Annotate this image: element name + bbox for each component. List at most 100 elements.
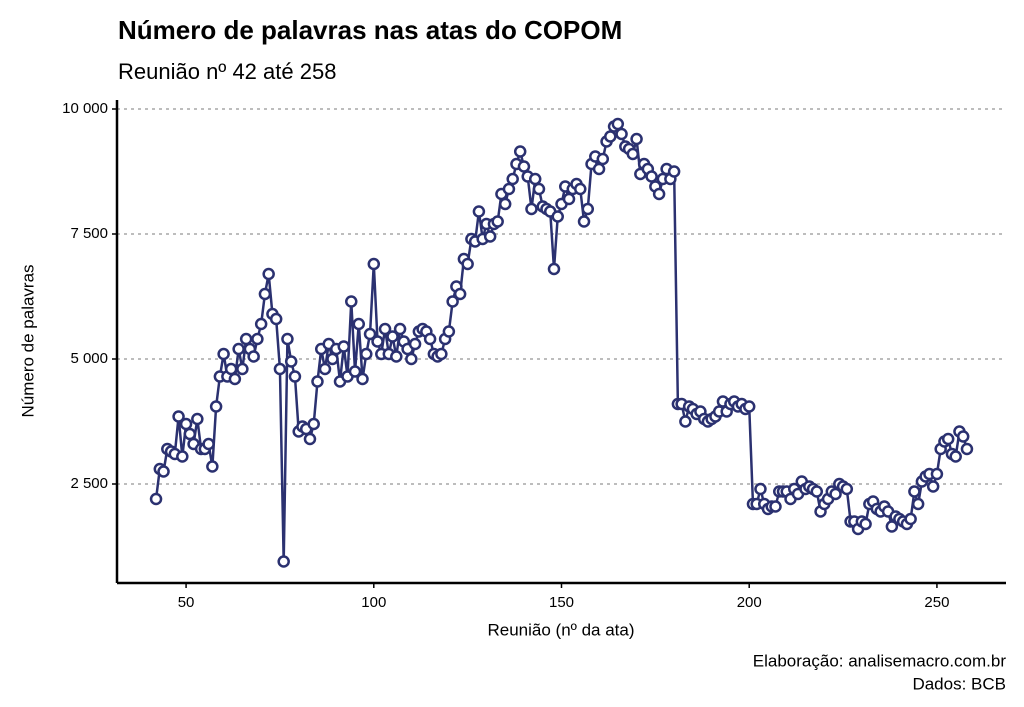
data-point (281, 332, 294, 346)
data-point (149, 492, 163, 506)
data-point (179, 417, 193, 431)
data-point (326, 352, 339, 366)
chart-subtitle: Reunião nº 42 até 258 (118, 59, 336, 84)
data-point (390, 350, 403, 363)
data-point (262, 267, 275, 281)
data-point (269, 312, 283, 326)
data-point (596, 152, 610, 166)
data-point (446, 295, 459, 308)
data-point (206, 460, 219, 473)
data-point (356, 372, 369, 386)
data-point (885, 520, 899, 533)
data-point (337, 340, 351, 353)
data-point (442, 325, 456, 338)
data-point (453, 287, 467, 301)
data-point (742, 400, 756, 413)
data-point (528, 172, 542, 186)
data-point (367, 257, 381, 271)
data-point (209, 400, 223, 413)
data-point (769, 500, 782, 513)
y-tick-label: 2 500 (70, 475, 108, 492)
data-point (904, 512, 917, 526)
data-point (461, 257, 474, 271)
data-point (513, 145, 527, 158)
data-point (224, 362, 238, 376)
data-point (574, 182, 587, 196)
data-point (273, 362, 287, 376)
data-point (483, 230, 497, 243)
data-point (405, 352, 418, 366)
data-point (498, 197, 512, 211)
data-point (908, 485, 921, 498)
x-tick-label: 150 (549, 594, 574, 611)
data-point (345, 295, 358, 308)
data-point (423, 332, 437, 346)
y-axis-label: Número de palavras (18, 264, 37, 417)
data-point (408, 337, 422, 351)
data-point (810, 485, 824, 498)
data-point (348, 365, 362, 378)
data-point (667, 165, 681, 178)
data-point (393, 322, 407, 336)
data-point (630, 132, 643, 146)
y-tick-label: 7 500 (70, 225, 108, 242)
data-point (525, 202, 538, 216)
data-point (386, 330, 399, 343)
data-point (254, 317, 268, 331)
data-point (277, 555, 290, 568)
caption: Dados: BCB (912, 674, 1006, 693)
data-point (502, 182, 516, 196)
data-point (960, 442, 974, 456)
data-point (829, 487, 842, 501)
x-tick-label: 100 (361, 594, 386, 611)
data-point (611, 117, 625, 131)
data-point (247, 350, 260, 363)
data-point (311, 375, 324, 388)
data-point (592, 162, 606, 176)
data-point (258, 287, 272, 301)
data-point (491, 215, 504, 228)
data-point (236, 362, 249, 376)
data-point (547, 262, 561, 276)
data-point (472, 205, 486, 218)
data-point (318, 362, 332, 376)
data-point (352, 317, 366, 331)
data-point (911, 497, 925, 511)
data-point (949, 450, 962, 463)
data-point (251, 332, 264, 346)
data-point (577, 215, 591, 228)
data-point (288, 370, 302, 383)
data-point (840, 482, 854, 496)
x-axis-label: Reunião (nº da ata) (487, 620, 634, 639)
data-point (371, 335, 384, 348)
data-point (506, 172, 519, 186)
data-point (517, 160, 531, 173)
data-point (562, 192, 576, 206)
data-point (183, 427, 197, 441)
data-point (941, 432, 955, 446)
data-point (239, 332, 253, 346)
data-point (532, 182, 546, 196)
data-point (859, 517, 872, 531)
data-point (679, 415, 692, 428)
caption: Elaboração: analisemacro.com.br (753, 651, 1007, 670)
x-tick-label: 200 (737, 594, 762, 611)
data-point (956, 430, 970, 443)
data-point (652, 187, 666, 201)
data-point (191, 412, 204, 426)
chart-title: Número de palavras nas atas do COPOM (118, 15, 622, 45)
y-tick-label: 5 000 (70, 350, 108, 367)
data-point (172, 410, 185, 423)
x-tick-label: 50 (178, 594, 195, 611)
data-point (930, 467, 944, 481)
data-point (615, 127, 628, 141)
data-point (551, 210, 564, 223)
data-point (307, 417, 320, 431)
data-point (176, 450, 189, 463)
data-point (378, 322, 392, 336)
data-point (626, 147, 640, 161)
data-point (157, 465, 170, 478)
data-point (645, 170, 658, 183)
data-point (217, 347, 230, 361)
